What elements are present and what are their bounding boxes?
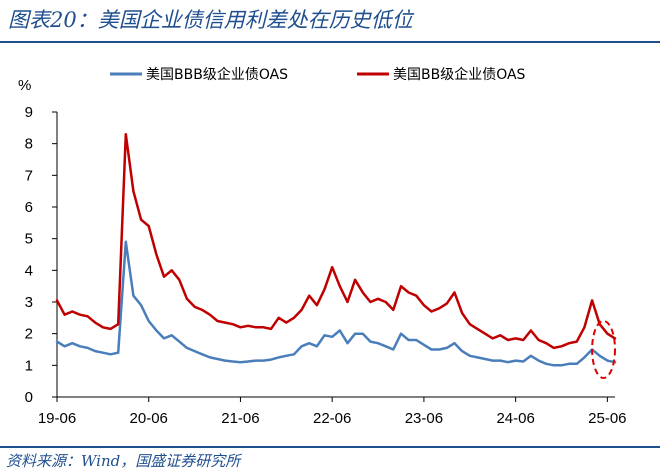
chart-annotation — [591, 320, 616, 379]
chart-axes: 0 1 2 3 4 5 6 7 8 9% 19-06 20-06 21-06 22-06 23-06 24-0… — [18, 77, 627, 427]
x-tick-label: 25-06 — [588, 410, 626, 427]
x-tick-label: 22-06 — [313, 410, 351, 427]
series-line-bbb — [55, 240, 617, 367]
credit-spread-chart: 0 1 2 3 4 5 6 7 8 9% 19-06 20-06 21-06 22-06 23-06 24-0… — [18, 66, 627, 427]
y-tick-label: 1 — [25, 357, 33, 374]
x-tick-label: 23-06 — [405, 410, 443, 427]
y-tick-label: 9 — [25, 104, 33, 121]
y-tick-label: 2 — [25, 326, 33, 343]
y-axis-unit: % — [18, 77, 31, 94]
y-tick-label: 6 — [25, 199, 33, 216]
y-tick-label: 4 — [25, 262, 33, 279]
legend-label: 美国BB级企业债OAS — [393, 66, 526, 83]
x-tick-label: 19-06 — [38, 410, 76, 427]
chart-series — [55, 132, 617, 367]
y-tick-label: 0 — [25, 389, 33, 406]
y-tick-label: 8 — [25, 136, 33, 153]
x-tick-label: 20-06 — [130, 410, 168, 427]
y-tick-label: 3 — [25, 294, 33, 311]
source-note: 资料来源：Wind，国盛证券研究所 — [6, 452, 241, 470]
series-line-bb — [55, 132, 617, 350]
chart-legend: 美国BBB级企业债OAS 美国BB级企业债OAS — [110, 66, 526, 83]
x-tick-label: 21-06 — [221, 410, 259, 427]
y-tick-label: 5 — [25, 231, 33, 248]
footer-divider — [0, 446, 660, 448]
y-tick-label: 7 — [25, 167, 33, 184]
x-tick-label: 24-06 — [496, 410, 534, 427]
figure-title: 图表20：美国企业债信用利差处在历史低位 — [8, 8, 413, 32]
legend-label: 美国BBB级企业债OAS — [146, 66, 288, 83]
highlight-ellipse — [591, 320, 616, 379]
title-divider — [0, 41, 660, 43]
